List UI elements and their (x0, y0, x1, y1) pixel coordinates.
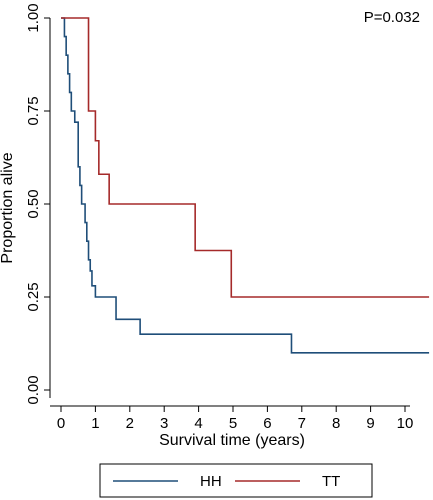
x-tick-label: 0 (57, 415, 65, 432)
x-tick-label: 8 (332, 415, 340, 432)
series-layer (61, 17, 430, 354)
y-ticks: 0.00 0.25 0.50 0.75 1.00 (25, 3, 50, 405)
x-tick-label: 3 (160, 415, 168, 432)
p-value-annotation: P=0.032 (364, 9, 420, 26)
x-tick-label: 7 (298, 415, 306, 432)
y-tick-label: 1.00 (25, 3, 42, 32)
x-axis-title: Survival time (years) (159, 432, 305, 449)
x-ticks: 0 1 2 3 4 5 6 7 8 9 10 (57, 406, 414, 432)
x-tick-label: 4 (194, 415, 202, 432)
y-tick-label: 0.00 (25, 375, 42, 404)
y-axis-title: Proportion alive (0, 152, 16, 263)
x-tick-label: 9 (366, 415, 374, 432)
y-tick-label: 0.50 (25, 189, 42, 218)
x-tick-label: 2 (126, 415, 134, 432)
series-line-hh (61, 17, 430, 354)
series-line-tt (61, 17, 430, 298)
legend-label-tt: TT (322, 473, 340, 490)
x-tick-label: 6 (263, 415, 271, 432)
legend-label-hh: HH (200, 473, 222, 490)
x-tick-label: 1 (91, 415, 99, 432)
legend: HH TT (99, 463, 373, 498)
x-tick-label: 5 (229, 415, 237, 432)
y-tick-label: 0.25 (25, 282, 42, 311)
x-tick-label: 10 (397, 415, 414, 432)
y-tick-label: 0.75 (25, 96, 42, 125)
